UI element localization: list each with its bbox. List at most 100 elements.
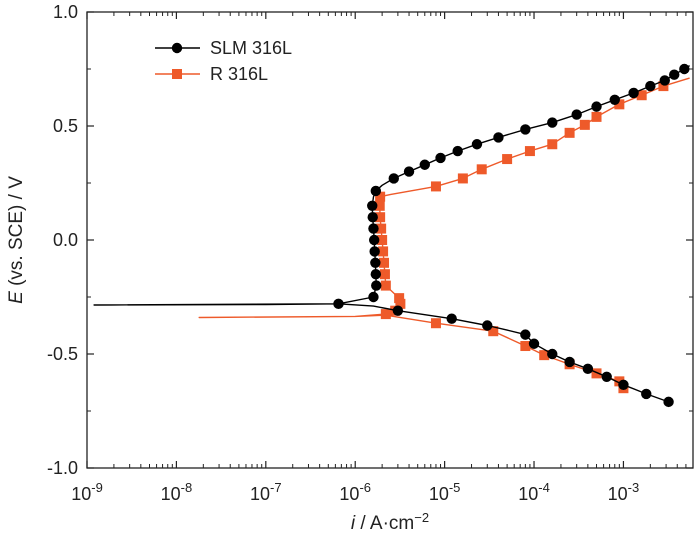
plot-frame: [86, 11, 694, 469]
data-point-r-316l: [591, 368, 602, 379]
series-layer: [93, 63, 690, 408]
x-tick-label: 10-9: [71, 480, 103, 504]
data-point-slm-316l: [371, 280, 382, 291]
data-point-slm-316l: [482, 320, 493, 331]
x-tick-labels: 10-9 10-8 10-7 10-6 10-5 10-4 10-3: [71, 480, 639, 504]
data-point-slm-316l: [367, 212, 378, 223]
data-point-slm-316l: [370, 257, 381, 268]
y-tick-label: -1.0: [47, 458, 78, 478]
legend-marker-r-316l: [172, 69, 182, 79]
data-point-slm-316l: [403, 166, 415, 177]
x-tick-base: 10: [518, 484, 538, 504]
data-point-slm-316l: [628, 87, 639, 99]
data-point-r-316l: [614, 99, 625, 110]
data-point-r-316l: [395, 298, 406, 309]
data-point-slm-316l: [571, 109, 582, 120]
x-tick-exponent: -9: [91, 480, 103, 495]
data-point-slm-316l: [368, 234, 380, 246]
data-point-slm-316l: [369, 246, 380, 257]
x-tick-base: 10: [161, 484, 181, 504]
data-point-r-316l: [375, 191, 386, 202]
data-point-r-316l: [379, 257, 390, 268]
data-point-slm-316l: [471, 139, 483, 150]
data-point-r-316l: [579, 119, 590, 130]
data-point-r-316l: [378, 246, 389, 257]
data-point-r-316l: [539, 350, 550, 361]
legend: SLM 316L R 316L: [155, 38, 292, 84]
series-r-316l: [198, 77, 690, 394]
y-tick-label: 1.0: [53, 2, 78, 22]
data-point-r-316l: [457, 173, 468, 184]
x-tick-exponent: -6: [359, 480, 371, 495]
data-point-r-316l: [520, 341, 531, 352]
data-point-slm-316l: [368, 291, 379, 303]
data-point-r-316l: [488, 326, 499, 337]
data-point-slm-316l: [645, 80, 656, 92]
data-point-r-316l: [591, 111, 602, 122]
x-axis-title-exponent: −2: [414, 510, 429, 525]
x-tick-base: 10: [339, 484, 359, 504]
x-tick-base: 10: [71, 484, 91, 504]
data-point-r-316l: [375, 212, 386, 223]
x-tick-exponent: -4: [538, 480, 550, 495]
x-axis-title: i / A·cm−2: [351, 510, 429, 534]
data-point-slm-316l: [446, 313, 457, 324]
data-point-slm-316l: [368, 223, 379, 234]
data-point-slm-316l: [679, 63, 690, 75]
data-point-slm-316l: [564, 356, 575, 368]
data-point-r-316l: [374, 200, 385, 211]
x-tick-label: 10-3: [608, 480, 640, 504]
y-axis-title-symbol: E: [6, 291, 27, 304]
data-point-slm-316l: [641, 388, 652, 400]
x-axis-title-unit: / A·cm: [355, 513, 414, 534]
x-tick-exponent: -8: [181, 480, 193, 495]
data-point-slm-316l: [419, 159, 430, 170]
data-point-r-316l: [376, 223, 387, 234]
data-point-slm-316l: [591, 101, 602, 112]
data-point-slm-316l: [370, 269, 382, 280]
data-point-r-316l: [614, 376, 625, 387]
x-axis-title-symbol: i: [351, 513, 356, 534]
data-point-slm-316l: [333, 298, 344, 310]
x-tick-label: 10-5: [429, 480, 461, 504]
data-point-slm-316l: [392, 305, 404, 316]
data-point-slm-316l: [659, 75, 670, 86]
data-point-slm-316l: [435, 152, 446, 164]
data-point-slm-316l: [388, 173, 399, 184]
data-point-r-316l: [430, 181, 441, 192]
x-tick-exponent: -3: [628, 480, 640, 495]
data-point-r-316l: [636, 90, 647, 101]
x-tick-exponent: -5: [449, 480, 461, 495]
y-tick-label: 0.0: [53, 230, 78, 250]
data-point-slm-316l: [520, 329, 531, 340]
data-point-slm-316l: [547, 117, 558, 128]
data-point-slm-316l: [547, 348, 558, 360]
data-point-slm-316l: [663, 396, 674, 408]
data-point-slm-316l: [582, 363, 594, 375]
legend-marker-slm-316l: [171, 42, 183, 54]
data-point-r-316l: [377, 235, 388, 245]
data-point-r-316l: [547, 139, 558, 150]
series-line-r-316l: [198, 77, 690, 389]
data-point-slm-316l: [520, 124, 531, 135]
data-point-r-316l: [394, 293, 405, 304]
data-point-slm-316l: [367, 200, 378, 211]
data-point-r-316l: [502, 154, 513, 165]
y-tick-label: -0.5: [47, 344, 78, 364]
y-tick-label: 0.5: [53, 116, 78, 136]
y-axis-title-rest: (vs. SCE) / V: [6, 176, 27, 291]
y-axis-title: E (vs. SCE) / V: [6, 176, 27, 304]
x-tick-base: 10: [250, 484, 270, 504]
data-point-slm-316l: [452, 145, 463, 157]
x-tick-base: 10: [608, 484, 628, 504]
x-tick-label: 10-6: [339, 480, 371, 504]
data-point-slm-316l: [669, 69, 680, 80]
data-point-r-316l: [658, 81, 669, 92]
x-tick-base: 10: [429, 484, 449, 504]
data-point-r-316l: [524, 146, 535, 157]
data-point-r-316l: [430, 318, 441, 329]
x-tick-label: 10-7: [250, 480, 282, 504]
x-tick-label: 10-4: [518, 480, 550, 504]
x-tick-label: 10-8: [161, 480, 193, 504]
